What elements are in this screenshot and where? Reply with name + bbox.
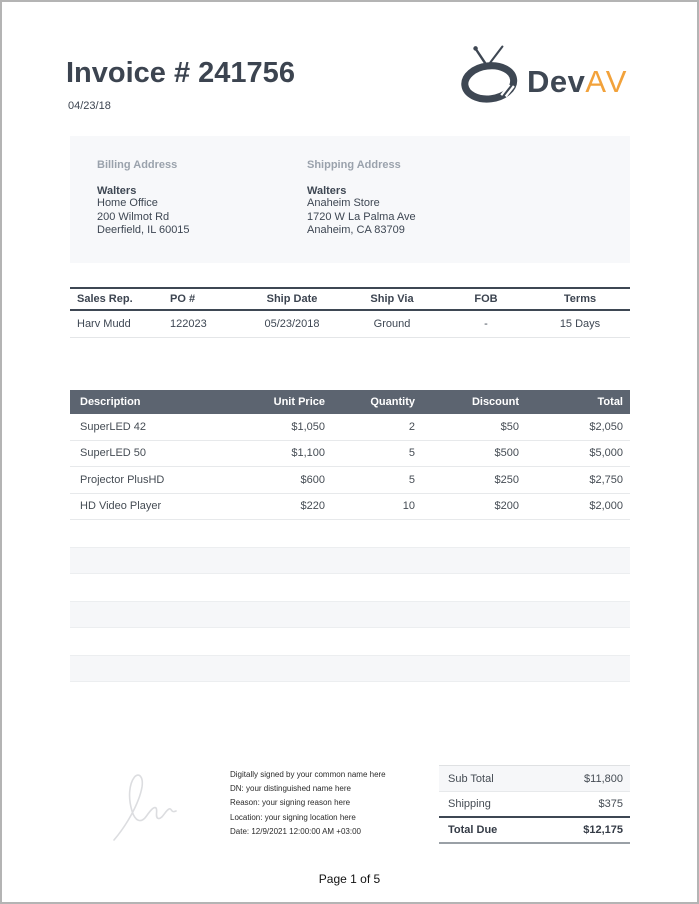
shipping-label: Shipping [448,798,491,810]
item-description: Projector PlusHD [80,473,165,486]
empty-item-row [70,655,630,682]
item-unit-price: $1,050 [291,420,325,433]
sales-info-data-row: Harv Mudd 122023 05/23/2018 Ground - 15 … [70,311,630,338]
item-total: $5,000 [589,447,623,460]
item-total: $2,050 [589,420,623,433]
item-total: $2,750 [589,473,623,486]
subtotal-row: Sub Total $11,800 [439,766,630,792]
table-row: HD Video Player $220 10 $200 $2,000 [70,493,630,520]
item-discount: $200 [494,500,519,513]
item-discount: $500 [494,447,519,460]
item-discount: $50 [500,420,519,433]
signature-mark-icon [113,774,177,841]
item-unit-price: $600 [300,473,325,486]
column-header: Discount [471,396,519,408]
column-header: Ship Date [266,293,318,305]
total-due-value: $12,175 [583,824,623,836]
empty-item-row [70,628,630,655]
column-header: Total [597,396,623,408]
signature-line: Location: your signing location here [230,812,356,822]
item-description: SuperLED 50 [80,447,147,460]
sales-rep-value: Harv Mudd [77,318,131,330]
item-quantity: 5 [408,447,415,460]
shipping-address-label: Shipping Address [307,159,401,171]
shipping-name: Walters [307,185,347,197]
table-row: SuperLED 42 $1,050 2 $50 $2,050 [70,414,630,441]
empty-item-row [70,574,630,601]
total-due-label: Total Due [448,824,498,836]
column-header: Sales Rep. [77,293,133,305]
signature-line: Digitally signed by your common name her… [230,770,386,779]
billing-line: Deerfield, IL 60015 [97,224,190,236]
invoice-date: 04/23/18 [68,100,111,112]
subtotal-label: Sub Total [448,772,494,785]
column-header: PO # [170,293,196,305]
column-header: Ship Via [370,293,414,305]
item-unit-price: $1,100 [291,447,325,460]
ship-via-value: Ground [373,318,411,330]
signature-line: Reason: your signing reason here [230,798,351,808]
fob-value: - [484,318,488,330]
item-quantity: 5 [408,473,415,486]
sales-info-table: Sales Rep. PO # Ship Date Ship Via FOB T… [70,287,630,338]
shipping-address-block: Shipping Address Walters Anaheim Store 1… [307,159,517,238]
terms-value: 15 Days [559,318,601,330]
shipping-value: $375 [598,798,623,810]
logo-text-av: AV [585,64,629,99]
empty-item-row [70,520,630,547]
item-unit-price: $220 [300,500,325,513]
column-header: Quantity [370,396,415,408]
item-quantity: 2 [408,420,415,433]
billing-name: Walters [97,185,137,197]
shipping-line: Anaheim Store [307,197,380,209]
empty-item-row [70,601,630,628]
logo-text-dev: Dev [527,64,586,99]
sales-info-header-row: Sales Rep. PO # Ship Date Ship Via FOB T… [70,289,630,311]
item-total: $2,000 [589,500,623,513]
brand-logo: Dev AV [460,40,628,104]
digital-signature-details: Digitally signed by your common name her… [230,768,400,839]
column-header: FOB [474,293,498,305]
item-description: HD Video Player [80,500,162,513]
page-title: Invoice # 241756 [66,57,295,89]
table-row: SuperLED 50 $1,100 5 $500 $5,000 [70,440,630,467]
column-header: Terms [563,293,597,305]
table-row: Projector PlusHD $600 5 $250 $2,750 [70,467,630,494]
line-items-table: Description Unit Price Quantity Discount… [70,390,630,682]
shipping-row: Shipping $375 [439,792,630,818]
item-description: SuperLED 42 [80,420,147,433]
column-header: Unit Price [273,396,325,408]
tv-logo-icon [461,45,518,103]
item-quantity: 10 [402,500,415,513]
address-panel: Billing Address Walters Home Office 200 … [70,136,630,263]
signature-line: Date: 12/9/2021 12:00:00 AM +03:00 [230,826,361,836]
billing-address-block: Billing Address Walters Home Office 200 … [97,159,307,238]
item-discount: $250 [494,473,519,486]
total-due-row: Total Due $12,175 [439,818,630,844]
po-number-value: 122023 [170,318,207,330]
shipping-line: Anaheim, CA 83709 [307,224,405,236]
subtotal-value: $11,800 [584,772,623,785]
shipping-line: 1720 W La Palma Ave [307,210,416,223]
billing-address-label: Billing Address [97,159,178,171]
column-header: Description [80,396,141,408]
ship-date-value: 05/23/2018 [264,318,320,330]
items-header-row: Description Unit Price Quantity Discount… [70,390,630,414]
totals-summary: Sub Total $11,800 Shipping $375 Total Du… [439,765,630,844]
billing-line: Home Office [97,197,158,209]
billing-line: 200 Wilmot Rd [97,210,170,223]
empty-item-row [70,547,630,574]
page-number: Page 1 of 5 [318,872,381,886]
signature-line: DN: your distinguished name here [230,784,351,794]
